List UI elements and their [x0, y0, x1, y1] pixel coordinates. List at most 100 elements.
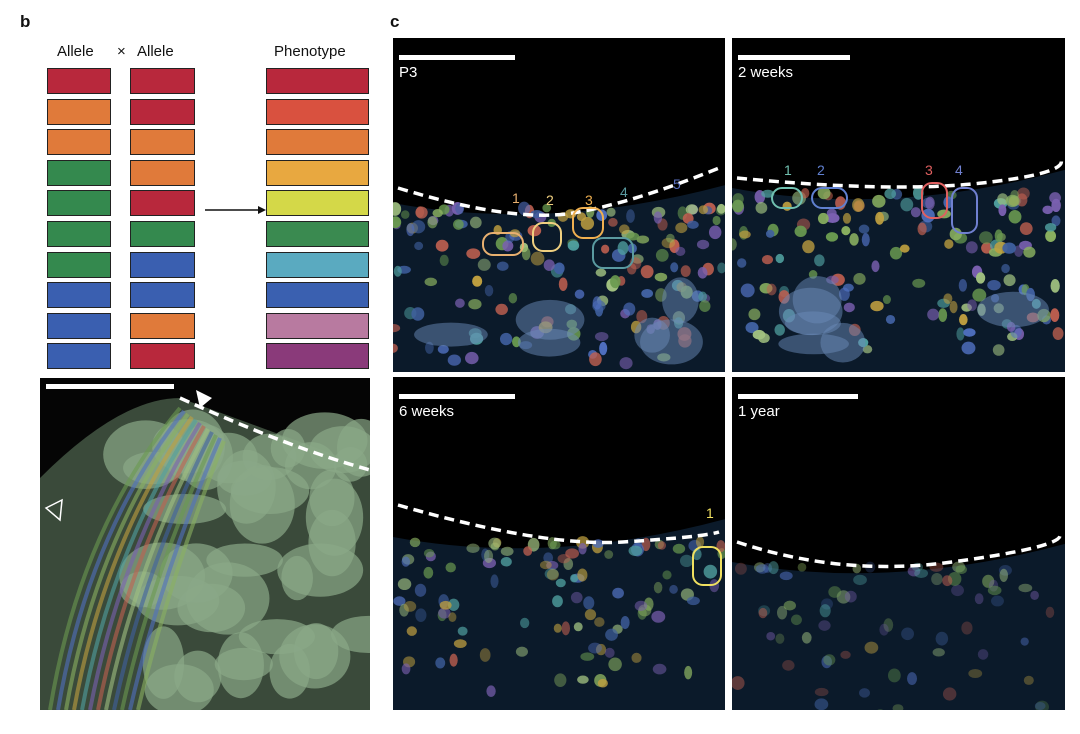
panel-b-label: b [20, 12, 31, 31]
cell-nucleus [1010, 189, 1019, 200]
cell-nucleus [997, 193, 1009, 206]
cell-nucleus [979, 231, 993, 245]
cell-nucleus [449, 653, 458, 667]
cell-nucleus [685, 204, 698, 215]
cell-nucleus [761, 189, 775, 198]
cell-nucleus [393, 216, 402, 229]
cell-nucleus [558, 277, 568, 291]
allele2-cell [130, 129, 195, 156]
cell-nucleus [843, 302, 855, 313]
allele1-cell [47, 129, 111, 156]
surface-dashed-line [397, 503, 720, 545]
cell-nucleus [1018, 583, 1033, 593]
cell-nucleus [608, 217, 618, 227]
allele2-cell [130, 159, 195, 186]
cell-nucleus [961, 341, 976, 355]
cell-nucleus [669, 584, 678, 594]
cell-nucleus [963, 328, 976, 337]
cell-nucleus [745, 321, 759, 334]
cell-nucleus [448, 612, 457, 623]
marrow-region [214, 647, 273, 681]
cell-nucleus [782, 660, 795, 671]
cell-nucleus [679, 554, 694, 568]
cell-nucleus [484, 284, 494, 297]
cell-nucleus [819, 604, 831, 618]
cell-nucleus [914, 568, 929, 578]
cell-nucleus [439, 254, 449, 266]
cell-nucleus [543, 259, 555, 271]
growth-band [104, 428, 210, 710]
cell-nucleus [797, 562, 807, 572]
cell-nucleus [958, 278, 968, 292]
cell-nucleus [967, 299, 977, 311]
image-title: 1 year [738, 403, 780, 420]
phenotype-cell [266, 221, 369, 247]
cell-nucleus [1035, 700, 1050, 710]
allele1-cell [47, 312, 111, 339]
cell-nucleus [717, 262, 725, 274]
cell-nucleus [527, 225, 542, 237]
cell-nucleus [959, 314, 968, 326]
surface-dashed-line [736, 156, 1064, 189]
cell-nucleus [1034, 702, 1046, 710]
cell-nucleus [844, 590, 857, 603]
cell-nucleus [987, 279, 1001, 291]
cell-nucleus [712, 215, 721, 226]
cell-nucleus [578, 542, 587, 555]
cell-nucleus [861, 233, 870, 247]
image-6-weeks: 6 weeks 1 [393, 377, 725, 710]
clone-number: 2 [817, 162, 825, 178]
phenotype-cell [266, 129, 369, 156]
surface-dashed-line [179, 396, 370, 472]
clone-outline [692, 546, 722, 586]
cell-nucleus [821, 655, 832, 669]
cell-nucleus [570, 574, 579, 583]
cell-nucleus [1008, 210, 1022, 224]
cell-nucleus [438, 607, 451, 619]
cell-nucleus [393, 596, 406, 606]
cell-nucleus [563, 557, 574, 570]
cell-nucleus [623, 302, 636, 316]
allele1-cell [47, 251, 111, 278]
cell-nucleus [740, 283, 755, 298]
cell-nucleus [495, 303, 508, 316]
allele1-cell [47, 282, 111, 309]
cell-nucleus [842, 212, 852, 224]
cell-nucleus [1050, 308, 1060, 322]
cell-nucleus [680, 265, 691, 277]
cell-nucleus [626, 209, 635, 223]
cell-nucleus [455, 298, 465, 308]
clone-number: 4 [620, 184, 628, 200]
cell-nucleus [466, 543, 480, 554]
cell-nucleus [651, 610, 666, 623]
cell-nucleus [766, 631, 776, 641]
cell-nucleus [754, 562, 766, 573]
cell-nucleus [468, 299, 482, 310]
cell-nucleus [499, 332, 513, 346]
cell-nucleus [765, 229, 775, 238]
cell-nucleus [432, 209, 443, 218]
phenotype-cell [266, 98, 369, 125]
cell-nucleus [825, 232, 839, 242]
cell-nucleus [584, 609, 597, 621]
cell-nucleus [956, 327, 965, 341]
tissue [732, 543, 1065, 710]
cell-nucleus [932, 648, 945, 657]
cell-nucleus [594, 331, 609, 342]
cell-nucleus [1052, 327, 1064, 341]
cell-nucleus [999, 568, 1009, 582]
cell-nucleus [1023, 246, 1036, 258]
cell-nucleus [655, 248, 669, 262]
growth-band [72, 415, 194, 710]
cell-nucleus [595, 268, 607, 277]
cell-nucleus [1042, 205, 1054, 215]
image-1-year: 1 year [732, 377, 1065, 710]
cell-nucleus [912, 278, 926, 288]
cell-nucleus [687, 220, 699, 229]
allele1-cell [47, 343, 111, 370]
cell-nucleus [748, 308, 761, 321]
phenotype-cell [266, 190, 369, 217]
cell-nucleus [620, 616, 630, 630]
cell-nucleus [1017, 187, 1030, 200]
cell-nucleus [698, 291, 708, 302]
